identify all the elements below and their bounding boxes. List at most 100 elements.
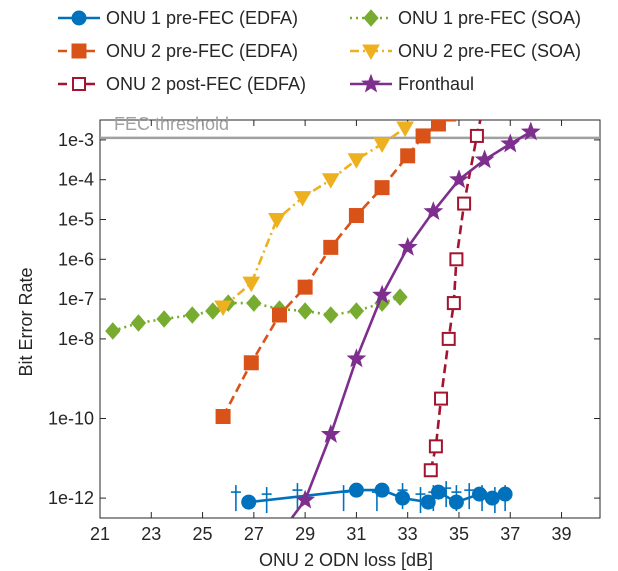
legend-label: ONU 2 pre-FEC (EDFA) (106, 41, 298, 61)
data-point (428, 439, 443, 454)
x-tick-label: 39 (552, 524, 572, 544)
data-point (346, 348, 367, 368)
y-axis-ticks: 1e-3 1e-4 1e-5 1e-6 1e-7 1e-8 1e-10 1e-12 (48, 130, 600, 508)
x-tick-label: 33 (398, 524, 418, 544)
data-point (423, 201, 444, 220)
data-point (420, 494, 436, 510)
y-tick-label: 1e-10 (48, 409, 94, 429)
legend-item: ONU 1 pre-FEC (SOA) (350, 8, 581, 28)
data-point (449, 169, 469, 189)
data-point (452, 97, 466, 111)
legend-item: ONU 2 pre-FEC (SOA) (350, 41, 581, 61)
x-tick-label: 35 (449, 524, 469, 544)
data-point (323, 306, 339, 324)
y-tick-label: 1e-7 (58, 289, 94, 309)
x-axis-ticks: 21 23 25 27 29 31 33 35 37 39 (90, 120, 572, 544)
series-group (105, 70, 541, 518)
data-point (293, 191, 312, 207)
data-point (372, 284, 392, 304)
data-point (423, 463, 438, 478)
data-point (434, 391, 449, 406)
data-point (320, 423, 341, 443)
data-point (241, 494, 257, 510)
series-1 (241, 482, 513, 510)
data-point (430, 484, 446, 500)
data-point (441, 120, 457, 122)
data-point (242, 276, 261, 293)
x-tick-label: 37 (500, 524, 520, 544)
data-point (392, 288, 408, 306)
data-point (297, 302, 313, 320)
data-point (71, 10, 87, 26)
data-point (243, 355, 259, 371)
y-tick-label: 1e-8 (58, 329, 94, 349)
data-point (72, 77, 86, 91)
data-point (374, 482, 390, 498)
data-point (448, 494, 464, 510)
series-line (222, 126, 406, 309)
data-point (295, 489, 316, 509)
data-point (71, 43, 87, 59)
legend-item: ONU 1 pre-FEC (EDFA) (58, 8, 298, 28)
data-point (321, 173, 340, 189)
data-point (214, 300, 232, 317)
data-point (415, 128, 431, 144)
legend-item: Fronthaul (350, 73, 474, 94)
x-tick-label: 31 (346, 524, 366, 544)
data-point (246, 294, 262, 312)
data-point (469, 128, 484, 143)
data-point (400, 148, 416, 164)
data-point (361, 73, 381, 93)
legend-label: ONU 2 post-FEC (EDFA) (106, 74, 306, 94)
error-marker (464, 483, 475, 510)
data-point (205, 302, 221, 320)
x-axis-label: ONU 2 ODN loss [dB] (259, 550, 433, 570)
data-point (397, 236, 418, 256)
data-point (500, 133, 521, 153)
data-point (363, 9, 379, 27)
data-point (105, 322, 121, 340)
data-point (474, 149, 495, 169)
data-point (323, 239, 339, 255)
plot-area (99, 119, 601, 519)
x-tick-label: 23 (141, 524, 161, 544)
data-point (457, 196, 472, 211)
series-4 (214, 121, 414, 317)
legend-item: ONU 2 pre-FEC (EDFA) (58, 41, 298, 61)
legend-item: ONU 2 post-FEC (EDFA) (58, 74, 306, 94)
data-point (497, 486, 513, 502)
data-point (446, 296, 461, 311)
data-point (374, 180, 390, 196)
data-point (348, 302, 365, 320)
y-tick-label: 1e-3 (58, 130, 94, 150)
data-point (348, 208, 364, 224)
fec-threshold: FEC threshold (100, 114, 600, 140)
data-point (215, 409, 231, 425)
y-tick-label: 1e-5 (58, 210, 94, 230)
y-tick-label: 1e-12 (48, 488, 94, 508)
x-tick-label: 29 (295, 524, 315, 544)
data-point (156, 310, 172, 328)
legend-label: ONU 2 pre-FEC (SOA) (398, 41, 581, 61)
y-axis-label: Bit Error Rate (16, 267, 36, 376)
data-point (395, 490, 411, 506)
data-point (373, 137, 391, 153)
legend-label: Fronthaul (398, 74, 474, 94)
data-point (130, 314, 147, 332)
x-tick-label: 25 (193, 524, 213, 544)
series-6 (290, 121, 541, 518)
data-point (271, 307, 287, 323)
data-point (484, 70, 496, 82)
data-point (449, 252, 464, 267)
series-3 (215, 97, 466, 425)
x-tick-label: 27 (244, 524, 264, 544)
plot-frame (99, 119, 601, 519)
legend-label: ONU 1 pre-FEC (SOA) (398, 8, 581, 28)
legend: ONU 1 pre-FEC (EDFA) ONU 1 pre-FEC (SOA) O… (58, 8, 581, 94)
data-point (430, 120, 446, 132)
y-tick-label: 1e-6 (58, 249, 94, 269)
data-point (347, 153, 366, 169)
threshold-label: FEC threshold (114, 114, 229, 134)
data-point (297, 279, 313, 295)
